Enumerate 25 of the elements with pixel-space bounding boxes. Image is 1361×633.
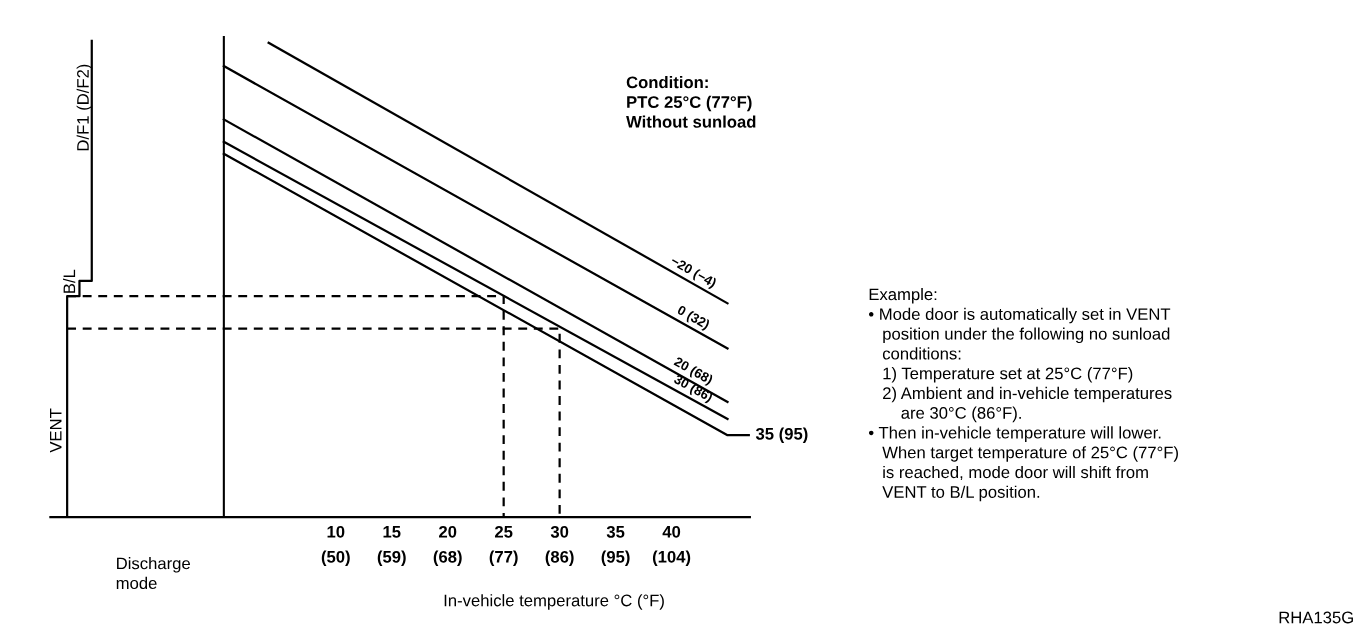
x2-tick-label: (77) [489, 550, 518, 567]
text: RHA135G [1279, 611, 1353, 624]
x-tick-label: 15 [383, 526, 401, 538]
x2-tick-label: (68) [433, 550, 462, 567]
annotation: VENT [50, 408, 62, 453]
x-tick-label: 20 [439, 525, 457, 538]
x-tick-label: 10 [327, 525, 345, 538]
series-label: 35 (95) [755, 427, 808, 443]
x2-tick-label: (104) [652, 550, 691, 567]
text: −20 (−4) [668, 255, 718, 291]
x-tick-label: 30 [550, 525, 569, 538]
x2-tick-label: (95) [601, 550, 630, 567]
x-tick-label: 25 [494, 525, 513, 538]
x2-tick-label: (86) [545, 550, 574, 567]
annotation: B/L [63, 269, 76, 293]
x-tick-label: 40 [662, 525, 681, 538]
text: Example: • Mode door is automatically set in VENT position under the following no sunload conditions: 1) Temperature set at 25°C (77°F) 2) Ambient and in-vehicle temperatures are 30°C (86°F). • Then in-vehicle temperature will lower. When target temperature of 25°C (77°F) is reached, mode door will shift from VENT to B/L position. [868, 288, 1178, 502]
x-tick-label: 35 [606, 525, 625, 538]
annotation: Condition: PTC 25°C (77°F) Without sunload [626, 75, 756, 128]
text: 0 (32) [675, 304, 711, 332]
x2-tick-label: (59) [377, 550, 406, 567]
annotation: D/F1 (D/F2) [76, 64, 93, 151]
text: Discharge mode [116, 557, 190, 590]
x-axis-title: In-vehicle temperature °C (°F) [444, 594, 664, 610]
x2-tick-label: (50) [321, 550, 350, 567]
